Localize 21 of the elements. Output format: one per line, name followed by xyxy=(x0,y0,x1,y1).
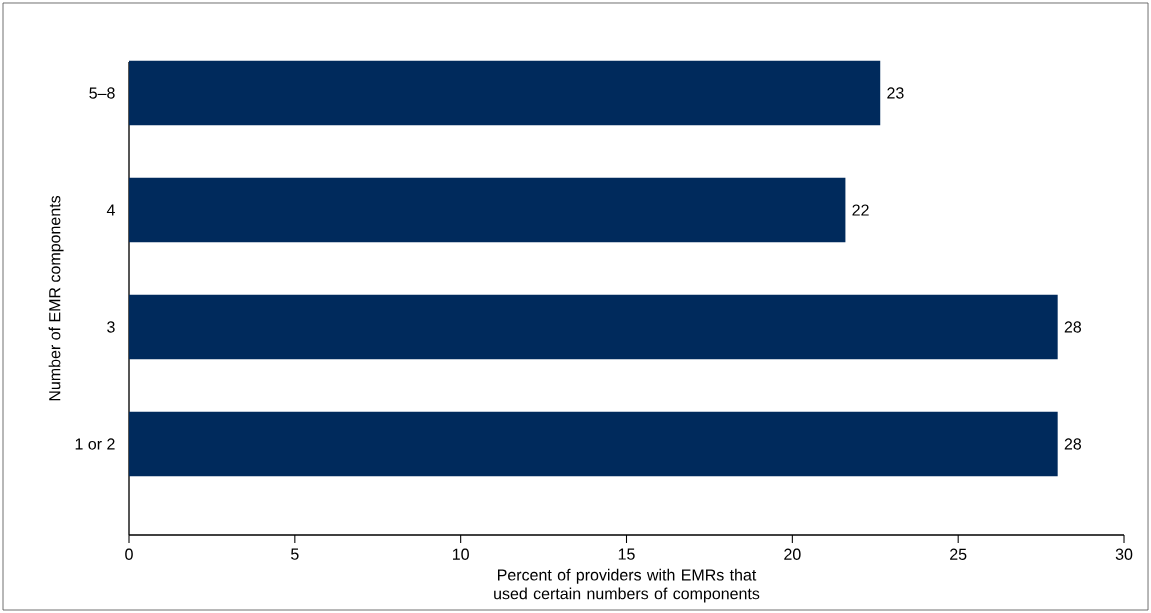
data-label: 28 xyxy=(1064,321,1082,333)
x-tick-label: 0 xyxy=(125,548,133,560)
bar xyxy=(129,177,846,243)
x-tick-label: 25 xyxy=(950,548,967,560)
y-tick-label: 4 xyxy=(106,204,115,216)
x-tick-label: 5 xyxy=(291,548,299,560)
data-label: 22 xyxy=(852,204,869,216)
bar xyxy=(129,294,1058,360)
x-tick-label: 20 xyxy=(784,548,801,560)
data-label: 23 xyxy=(887,87,904,99)
y-tick-label: 3 xyxy=(107,321,115,333)
x-tick-label: 30 xyxy=(1115,548,1133,560)
data-label: 28 xyxy=(1064,438,1082,450)
y-tick-label: 1 or 2 xyxy=(75,438,115,450)
bar xyxy=(129,60,881,126)
x-tick-label: 10 xyxy=(452,548,469,560)
x-tick-label: 15 xyxy=(618,548,635,560)
bar xyxy=(129,411,1058,477)
y-tick-label: 5–8 xyxy=(89,87,115,99)
y-axis-title: Number of EMR components xyxy=(48,195,64,401)
x-axis-title: Percent of providers with EMRs that used certain numbers of components xyxy=(494,568,760,603)
